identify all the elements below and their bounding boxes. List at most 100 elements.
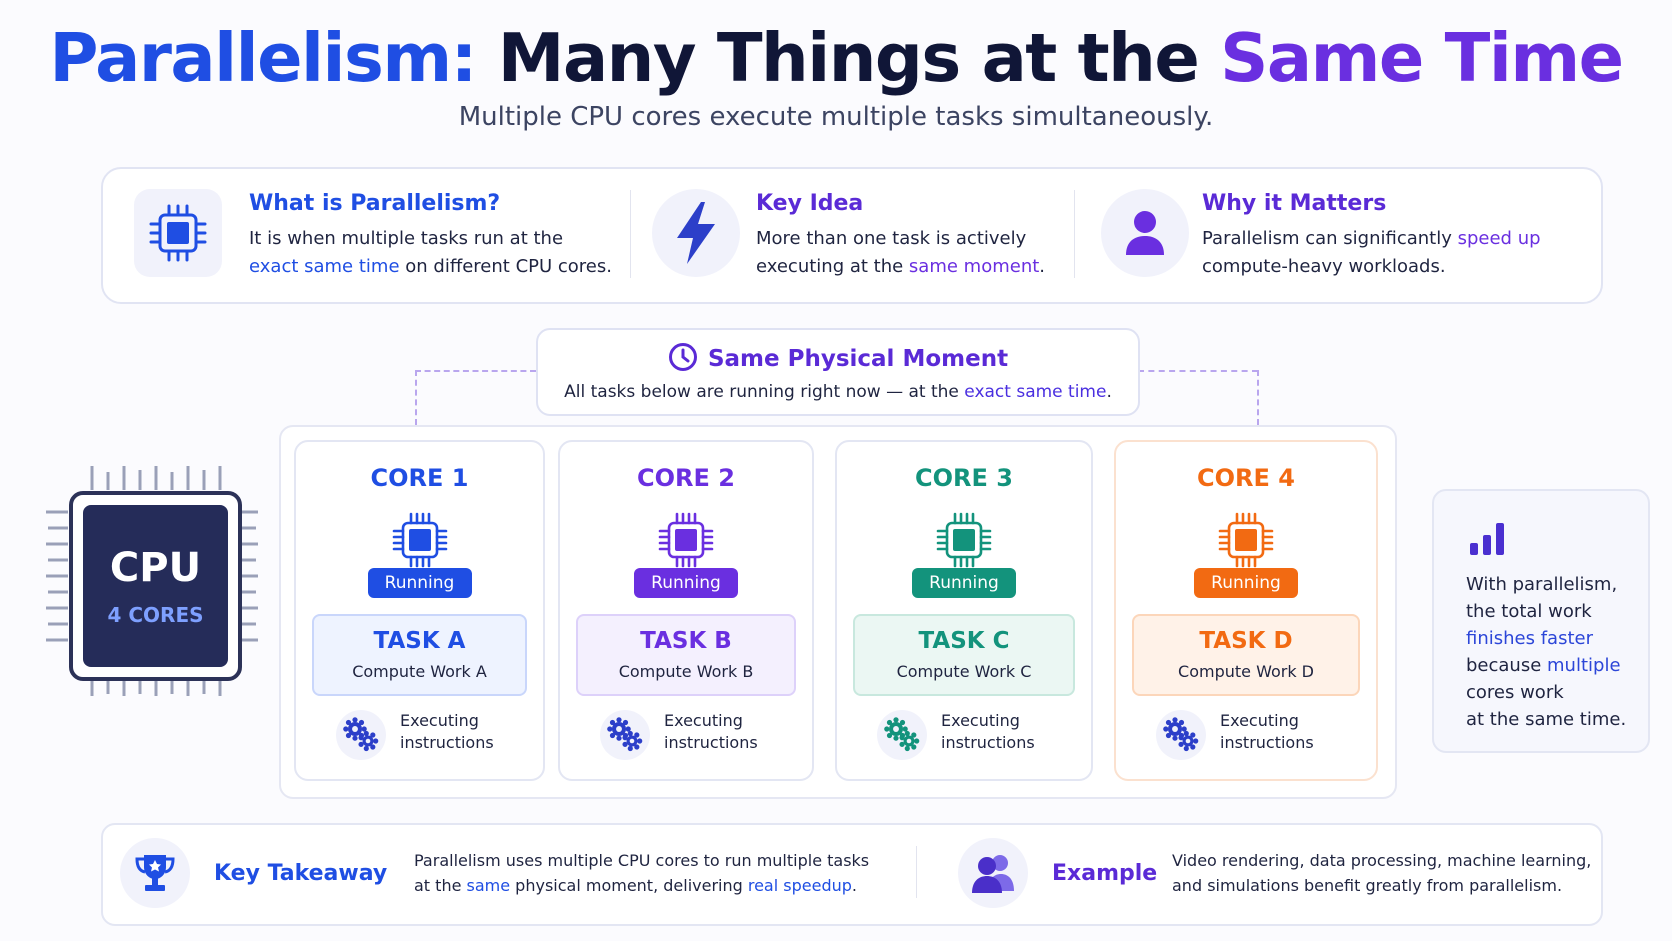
side-line-2: the total work [1466,601,1592,622]
core-chip-icon [658,512,714,568]
what-highlight: exact same time [249,256,400,277]
core-title: CORE 2 [637,464,735,492]
what-line-2: on different CPU cores. [399,256,612,277]
page-title: Parallelism: Many Things at the Same Tim… [0,18,1672,98]
key-takeaway-text: Parallelism uses multiple CPU cores to r… [414,848,869,898]
takeaway-line-2-mid: physical moment, delivering [510,876,748,895]
core-card-1: CORE 1 Running TASK A Compute Work A Exe… [294,440,545,781]
why-it-matters-text: Parallelism can significantly speed up c… [1202,225,1541,281]
cpu-die: CPU 4 CORES [83,505,228,667]
divider [1074,190,1075,278]
takeaway-highlight-2: real speedup [747,876,852,895]
cpu-chip: CPU 4 CORES [69,491,242,681]
takeaway-line-2-pre: at the [414,876,467,895]
running-badge: Running [634,568,738,598]
side-highlight-1: finishes faster [1466,628,1593,649]
gears-icon [336,710,386,760]
users-icon [958,838,1028,908]
why-highlight: speed up [1457,228,1541,249]
gears-icon [1156,710,1206,760]
core-chip-icon [936,512,992,568]
info-card [101,167,1603,304]
connector-line [1138,370,1258,372]
exec-line-2: instructions [664,733,758,752]
same-moment-box: Same Physical Moment All tasks below are… [536,328,1140,416]
exec-line-2: instructions [1220,733,1314,752]
exec-text: Executing instructions [400,710,494,754]
key-idea-line-2: executing at the [756,256,909,277]
key-idea-line-1: More than one task is actively [756,228,1027,249]
task-box: TASK D Compute Work D [1132,614,1360,696]
exec-text: Executing instructions [664,710,758,754]
moment-highlight: exact same time [964,382,1107,402]
task-name: TASK A [373,628,466,654]
exec-line-1: Executing [1220,711,1299,730]
moment-period: . [1106,382,1112,402]
task-name: TASK C [918,628,1010,654]
clock-icon [668,343,697,371]
exec-line-1: Executing [941,711,1020,730]
divider [630,190,631,278]
side-line-5: cores work [1466,682,1564,703]
title-part-1: Parallelism: [49,19,477,97]
what-line-1: It is when multiple tasks run at the [249,228,564,249]
same-moment-text: All tasks below are running right now — … [538,382,1138,402]
example-line-1: Video rendering, data processing, machin… [1172,851,1592,870]
exec-line-2: instructions [941,733,1035,752]
core-chip-icon [392,512,447,568]
task-box: TASK C Compute Work C [853,614,1075,696]
why-line-1: Parallelism can significantly [1202,228,1458,249]
what-is-parallelism-text: It is when multiple tasks run at the exa… [249,225,612,281]
task-box: TASK B Compute Work B [576,614,796,696]
same-moment-title: Same Physical Moment [707,346,1009,372]
side-highlight-2: multiple [1547,655,1621,676]
gears-icon [877,710,927,760]
lightning-icon [652,189,740,277]
exec-line-1: Executing [400,711,479,730]
divider [916,846,917,898]
trophy-icon [120,838,190,908]
running-badge: Running [1194,568,1298,598]
takeaway-line-1: Parallelism uses multiple CPU cores to r… [414,851,870,870]
connector-line [415,370,536,372]
side-line-6: at the same time. [1466,709,1627,730]
key-idea-highlight: same moment [908,256,1040,277]
example-label: Example [1052,861,1158,886]
core-card-2: CORE 2 Running TASK B Compute Work B Exe… [558,440,814,781]
core-card-3: CORE 3 Running TASK C Compute Work C Exe… [835,440,1093,781]
why-it-matters-title: Why it Matters [1202,191,1387,216]
core-title: CORE 1 [370,464,469,492]
task-box: TASK A Compute Work A [312,614,527,696]
task-work: Compute Work A [352,662,487,681]
chip-icon [134,189,222,277]
cpu-pins [46,466,258,696]
exec-line-1: Executing [664,711,743,730]
side-note-text: With parallelism, the total work finishe… [1466,571,1626,733]
side-line-1: With parallelism, [1466,574,1618,595]
task-work: Compute Work B [618,662,754,681]
side-note: With parallelism, the total work finishe… [1432,489,1650,753]
same-moment-heading: Same Physical Moment [538,342,1138,372]
cpu-core-count: 4 CORES [107,603,204,627]
key-idea-text: More than one task is actively executing… [756,225,1045,281]
exec-text: Executing instructions [1220,710,1314,754]
key-idea-title: Key Idea [756,191,864,216]
core-title: CORE 4 [1197,464,1295,492]
person-icon [1101,189,1189,277]
bar-chart-icon [1470,523,1504,555]
title-part-2: Many Things at the [497,19,1200,97]
key-idea-period: . [1039,256,1046,277]
running-badge: Running [367,568,472,598]
key-takeaway-label: Key Takeaway [214,861,388,886]
exec-line-2: instructions [400,733,494,752]
core-title: CORE 3 [915,464,1013,492]
takeaway-highlight-1: same [466,876,511,895]
task-name: TASK D [1199,628,1293,654]
core-chip-icon [1218,512,1274,568]
takeaway-period: . [851,876,857,895]
bottom-strip [101,823,1603,926]
moment-text-pre: All tasks below are running right now — … [564,382,965,402]
connector-line [415,370,417,425]
example-text: Video rendering, data processing, machin… [1172,848,1591,898]
task-work: Compute Work D [1178,662,1314,681]
